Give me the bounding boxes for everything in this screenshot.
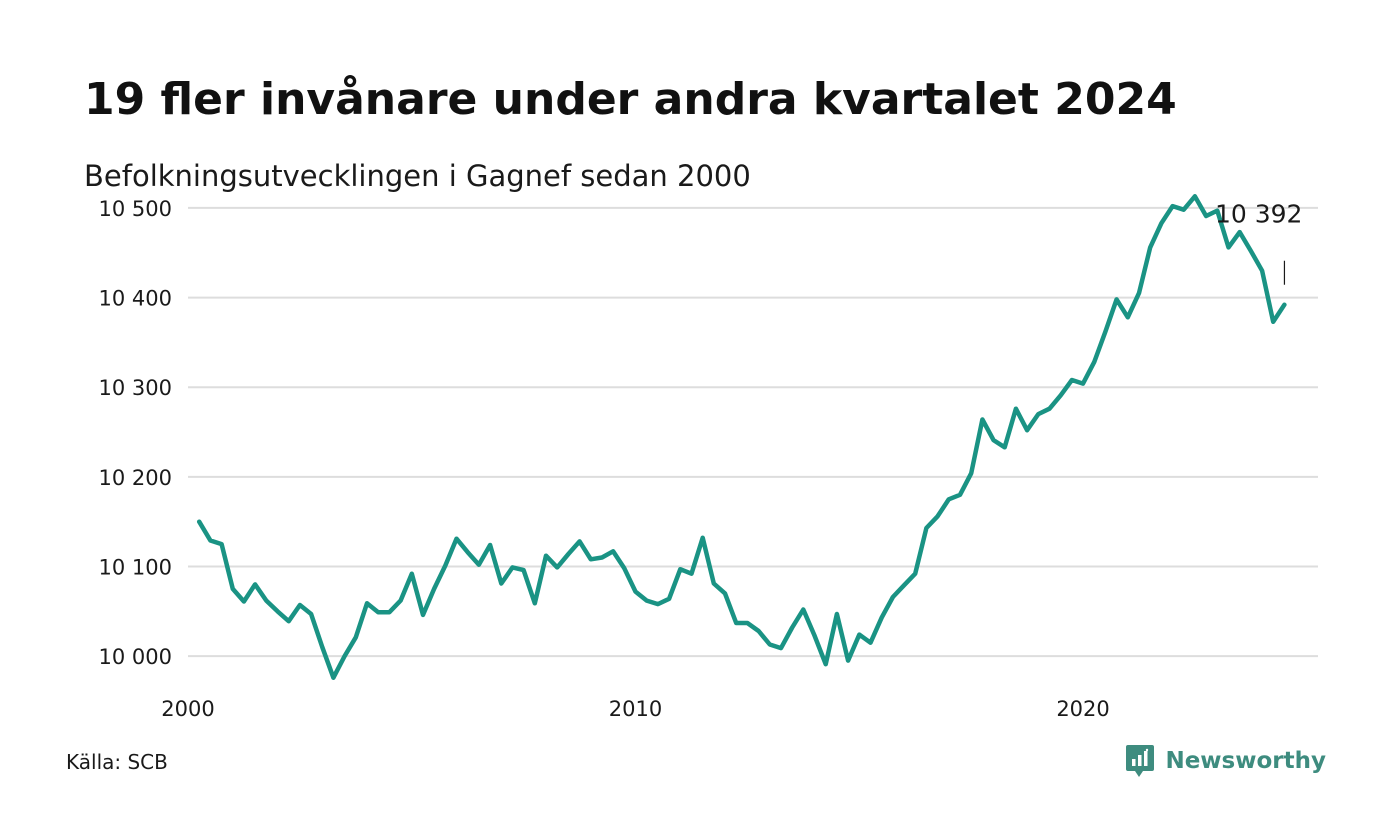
x-axis-ticks: 2000 2010 2020 <box>161 697 1110 721</box>
y-tick-label: 10 500 <box>99 197 172 221</box>
y-tick-label: 10 300 <box>99 376 172 400</box>
line-chart: 10 000 10 100 10 200 10 300 10 400 10 500 200… <box>99 194 1318 721</box>
y-tick-label: 10 000 <box>99 645 172 669</box>
x-tick-label: 2020 <box>1056 697 1109 721</box>
annotations: 10 392 <box>1215 200 1302 285</box>
chart-title: 19 fler invånare under andra kvartalet 2… <box>84 74 1177 125</box>
y-tick-label: 10 400 <box>99 287 172 311</box>
series-layer <box>196 194 1287 680</box>
series-line <box>196 194 1287 680</box>
brand-name: Newsworthy <box>1165 748 1326 774</box>
y-tick-label: 10 100 <box>99 556 172 580</box>
y-tick-label: 10 200 <box>99 466 172 490</box>
grid-lines <box>188 206 1318 658</box>
newsworthy-logo-icon <box>1126 745 1155 777</box>
x-tick-label: 2010 <box>609 697 662 721</box>
brand-logo: Newsworthy <box>1125 744 1326 778</box>
x-tick-label: 2000 <box>161 697 214 721</box>
end-value-label: 10 392 <box>1215 200 1302 229</box>
chart-subtitle: Befolkningsutvecklingen i Gagnef sedan 2… <box>84 159 751 193</box>
source-label: Källa: SCB <box>66 750 168 774</box>
y-axis-ticks: 10 000 10 100 10 200 10 300 10 400 10 500 <box>99 197 172 669</box>
